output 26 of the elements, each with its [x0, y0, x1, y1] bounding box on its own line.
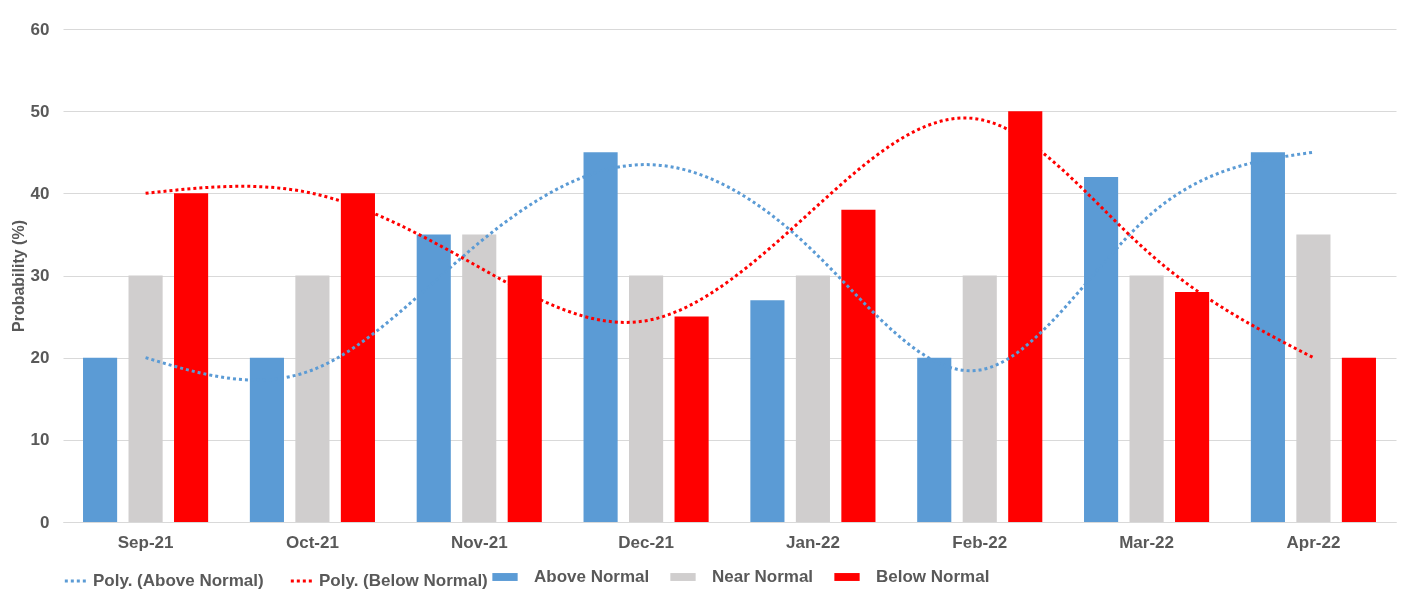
y-axis-title: Probability (%): [9, 219, 27, 333]
legend-label: Near Normal: [712, 567, 814, 586]
x-tick-label: Apr-22: [1286, 532, 1341, 552]
legend-label: Below Normal: [876, 567, 990, 586]
x-tick-label: Nov-21: [450, 532, 508, 552]
bar: [1341, 357, 1376, 522]
x-tick-label: Dec-21: [618, 532, 674, 552]
x-tick-label: Sep-21: [117, 532, 174, 552]
bar: [750, 300, 785, 522]
x-tick-label: Jan-22: [785, 532, 840, 552]
y-tick-label: 20: [30, 348, 50, 368]
y-tick-label: 10: [30, 430, 50, 450]
y-tick-label: 30: [30, 266, 50, 285]
y-tick-label: 40: [30, 183, 50, 203]
legend-label: Poly. (Below Normal): [319, 571, 488, 590]
y-tick-label: 60: [30, 19, 50, 39]
bar: [841, 209, 876, 522]
bar: [674, 316, 709, 522]
y-tick-label: 50: [30, 101, 50, 121]
legend-label: Poly. (Above Normal): [93, 571, 264, 590]
x-tick-label: Mar-22: [1119, 532, 1174, 552]
y-tick-label: 0: [40, 512, 50, 532]
x-tick-label: Oct-21: [285, 532, 339, 552]
legend-label: Above Normal: [534, 567, 650, 586]
bar: [83, 357, 118, 522]
x-tick-label: Feb-22: [952, 532, 1008, 552]
